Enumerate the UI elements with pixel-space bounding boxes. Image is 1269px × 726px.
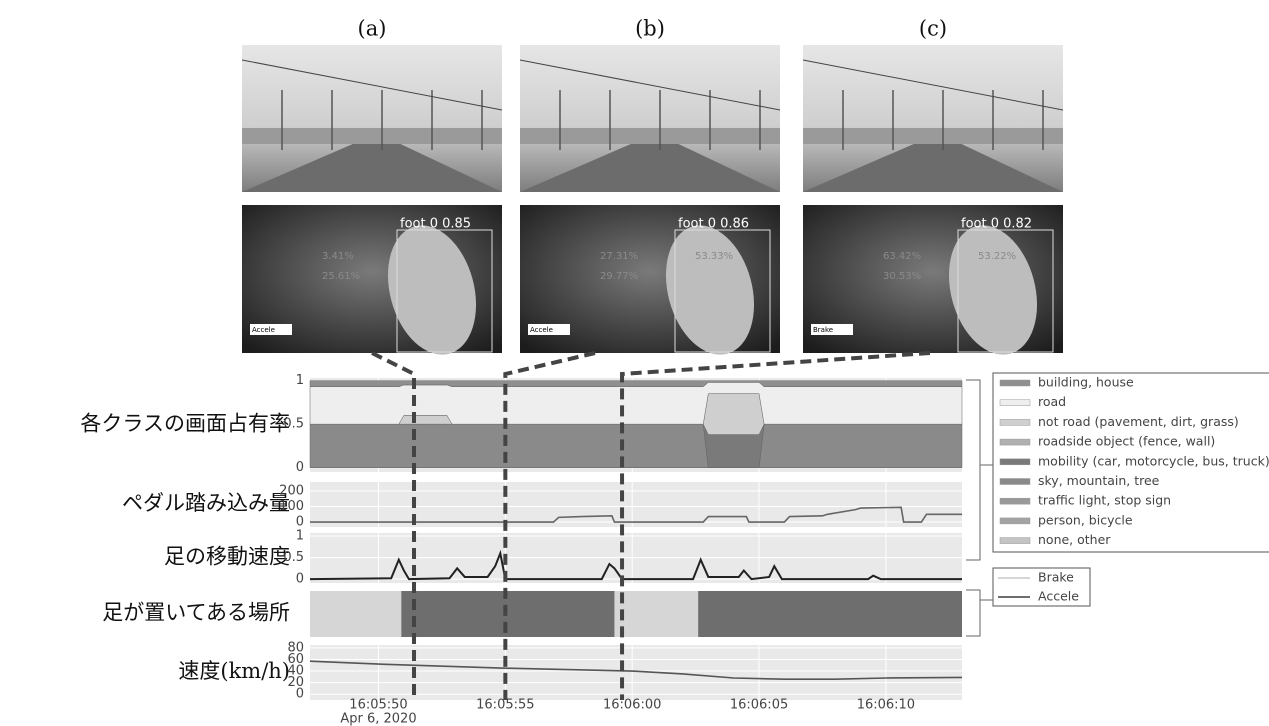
y-tick-label: 0: [296, 460, 304, 475]
y-tick-label: 200: [279, 484, 304, 499]
y-tick-label: 0.5: [283, 417, 304, 432]
area: [310, 424, 962, 468]
legend-label: not road (pavement, dirt, grass): [1038, 414, 1239, 429]
y-tick-label: 1: [296, 529, 304, 544]
buildings: [520, 128, 780, 144]
y-axis-label: ペダル踏み込み量: [122, 491, 290, 515]
legend-swatch: [1000, 479, 1030, 485]
state-badge-text: Accele: [252, 326, 275, 334]
state-badge-text: Accele: [530, 326, 553, 334]
plot-area: [310, 645, 962, 700]
buildings: [803, 128, 1063, 144]
y-tick-label: 0: [296, 572, 304, 587]
x-tick-label: 16:06:00: [603, 698, 661, 713]
panel-label: (a): [358, 17, 387, 41]
panel-label: (c): [919, 17, 947, 41]
detection-label: foot 0 0.86: [678, 217, 749, 232]
panel-label: (b): [635, 17, 665, 41]
legend-bracket: [966, 380, 980, 560]
plot-area: [310, 482, 962, 527]
detection-label: foot 0 0.85: [400, 217, 471, 232]
y-tick-label: 100: [279, 499, 304, 514]
overlay-percentage: 25.61%: [322, 271, 360, 282]
state-badge-text: Brake: [813, 326, 833, 334]
y-axis-label: 速度(km/h): [178, 659, 290, 683]
legend-label: traffic light, stop sign: [1038, 493, 1171, 508]
y-axis-label: 足の移動速度: [164, 545, 290, 569]
legend-label: building, house: [1038, 375, 1134, 390]
y-axis-label: 各クラスの画面占有率: [80, 412, 290, 436]
y-tick-label: 0.5: [283, 550, 304, 565]
x-date-label: Apr 6, 2020: [340, 712, 416, 726]
buildings: [242, 128, 502, 144]
y-axis-label: 足が置いてある場所: [102, 601, 290, 625]
state-interval: [698, 591, 962, 637]
legend-swatch: [1000, 538, 1030, 544]
street-photo: [803, 45, 1063, 192]
foot-photo: foot 0 0.86 27.31% 29.77% 53.33% Accele: [520, 205, 780, 365]
legend-swatch: [1000, 380, 1030, 386]
x-tick-label: 16:06:10: [857, 698, 915, 713]
overlay-percentage: 63.42%: [883, 251, 921, 262]
y-tick-label: 80: [287, 640, 304, 655]
legend-label: none, other: [1038, 532, 1111, 547]
legend-swatch: [1000, 419, 1030, 425]
overlay-percentage: 3.41%: [322, 251, 354, 262]
legend-label: person, bicycle: [1038, 512, 1133, 527]
state-interval: [401, 591, 614, 637]
overlay-percentage: 27.31%: [600, 251, 638, 262]
overlay-percentage: 30.53%: [883, 271, 921, 282]
legend-bracket: [966, 590, 980, 636]
legend-label: mobility (car, motorcycle, bus, truck): [1038, 453, 1269, 468]
x-tick-label: 16:06:05: [730, 698, 788, 713]
legend-label: Brake: [1038, 570, 1074, 585]
state-interval: [614, 591, 698, 637]
legend-swatch: [1000, 518, 1030, 524]
y-tick-label: 1: [296, 373, 304, 388]
overlay-percentage: 53.33%: [695, 251, 733, 262]
street-photo: [242, 45, 502, 192]
legend-label: Accele: [1038, 589, 1079, 604]
legend-label: roadside object (fence, wall): [1038, 434, 1215, 449]
state-interval: [310, 591, 401, 637]
legend-label: sky, mountain, tree: [1038, 473, 1160, 488]
legend-swatch: [1000, 400, 1030, 406]
legend-swatch: [1000, 439, 1030, 445]
legend-label: road: [1038, 394, 1066, 409]
figure: (a) foot 0 0.85 3.41% 25.61% Accele (b) foot 0…: [0, 0, 1269, 726]
street-photo: [520, 45, 780, 192]
overlay-percentage: 53.22%: [978, 251, 1016, 262]
detection-label: foot 0 0.82: [961, 217, 1032, 232]
overlay-percentage: 29.77%: [600, 271, 638, 282]
y-tick-label: 0: [296, 515, 304, 530]
legend-swatch: [1000, 498, 1030, 504]
x-tick-label: 16:05:50: [349, 698, 407, 713]
foot-photo: foot 0 0.85 3.41% 25.61% Accele: [242, 205, 502, 365]
foot-photo: foot 0 0.82 63.42% 30.53% 53.22% Brake: [803, 205, 1063, 365]
legend-swatch: [1000, 459, 1030, 465]
